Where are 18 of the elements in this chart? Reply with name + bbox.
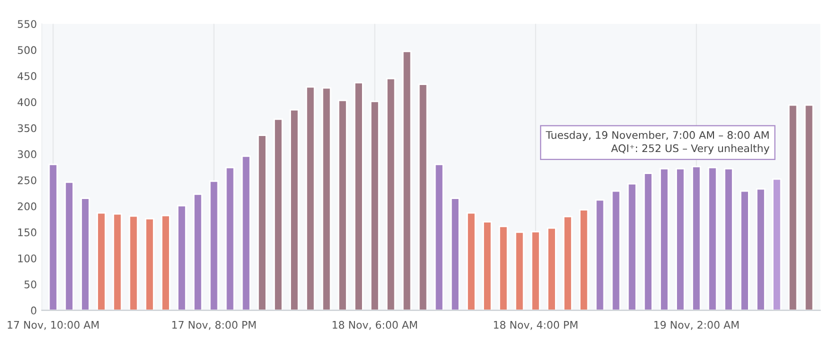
- y-tick-label: 150: [18, 228, 36, 236]
- x-tick-label: 17 Nov, 10:00 AM: [8, 320, 99, 330]
- x-tick-label: 18 Nov, 4:00 PM: [494, 320, 578, 330]
- y-tick-label: 400: [18, 98, 36, 106]
- annotation: Tuesday, 19 November, 7:00 AM – 8:00 AM AQI⁺: 252 US – Very unhealthy: [546, 130, 770, 154]
- y-tick-label: 350: [18, 124, 36, 132]
- y-tick-label: 450: [18, 72, 36, 80]
- y-tick-label: 50: [24, 280, 36, 288]
- y-tick-label: 300: [18, 150, 36, 158]
- y-tick-label: 100: [18, 254, 36, 262]
- x-tick-label: 18 Nov, 6:00 AM: [332, 320, 417, 330]
- y-tick-label: 250: [18, 176, 36, 184]
- x-tick-label: 17 Nov, 8:00 PM: [172, 320, 256, 330]
- x-tick-label: 19 Nov, 2:00 AM: [654, 320, 739, 330]
- y-tick-label: 500: [18, 46, 36, 54]
- y-tick-label: 0: [31, 306, 36, 314]
- y-tick-label: 550: [18, 20, 36, 28]
- y-tick-label: 200: [18, 202, 36, 210]
